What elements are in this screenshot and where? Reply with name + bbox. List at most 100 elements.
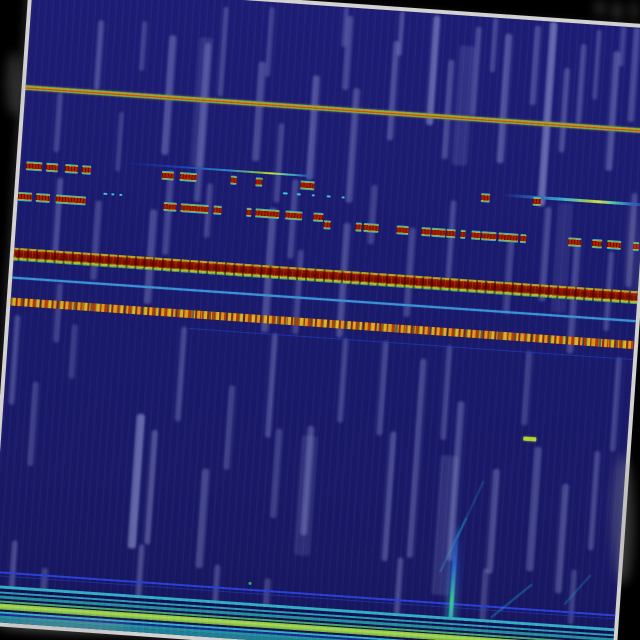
noise-streak (270, 428, 283, 519)
noise-streak (264, 6, 275, 78)
noise-streak (496, 33, 513, 164)
photo-gray-smudge (612, 455, 634, 585)
signal-burst (103, 192, 108, 195)
signal-burst (355, 222, 362, 232)
noise-streak (68, 323, 79, 380)
signal-burst (179, 172, 198, 183)
photo-gray-smudge (596, 0, 604, 16)
noise-streak (489, 17, 499, 73)
noise-streak (162, 170, 175, 256)
signal-burst (255, 208, 280, 220)
noise-streak (52, 282, 64, 343)
signal-burst (532, 196, 542, 207)
green-dash-line (523, 436, 537, 442)
noise-streak (336, 337, 349, 423)
noise-streak (592, 29, 602, 100)
noise-streak (406, 358, 427, 559)
photo-gray-smudge (630, 0, 638, 22)
noise-streak (138, 21, 148, 72)
noise-streak (381, 431, 397, 562)
signal-burst (284, 210, 303, 221)
signal-burst (312, 212, 324, 223)
signal-burst (471, 230, 481, 241)
noisy-carrier-band (5, 297, 640, 350)
photo-gray-smudge (628, 200, 640, 300)
signal-burst (460, 229, 466, 240)
noise-streak (367, 184, 378, 245)
signal-burst (213, 205, 222, 215)
signal-burst (230, 175, 237, 185)
noise-streak (90, 200, 102, 281)
noise-streak (8, 314, 21, 406)
signal-burst (25, 161, 43, 172)
noise-streak (345, 87, 361, 204)
noise-streak (575, 43, 587, 124)
noise-streak (445, 199, 457, 281)
noise-streak (174, 326, 188, 422)
noise-streak (627, 27, 640, 123)
photo-gray-smudge (612, 2, 622, 20)
noise-streak (609, 356, 623, 453)
signal-burst (323, 220, 332, 230)
noise-streak (526, 446, 542, 572)
noise-streak (587, 450, 601, 551)
signal-burst (17, 191, 33, 202)
noise-streak (605, 50, 621, 172)
interference-diagonal (456, 480, 485, 538)
signal-burst (481, 231, 497, 242)
photo-gray-smudge (6, 52, 22, 116)
noise-streak (396, 10, 405, 57)
signal-burst (567, 237, 582, 248)
noise-streak (521, 350, 533, 426)
noise-streak (305, 75, 321, 181)
green-dot-line (248, 581, 252, 585)
signal-burst (363, 222, 379, 233)
signal-burst (45, 162, 59, 173)
noise-streak (485, 468, 501, 574)
signal-burst (64, 163, 79, 174)
signal-burst (497, 232, 519, 243)
signal-burst (300, 180, 315, 191)
signal-burst (311, 194, 315, 197)
noise-streak (425, 15, 441, 126)
noise-streak (439, 345, 453, 441)
noise-streak (217, 6, 229, 97)
noise-streak (127, 413, 146, 549)
noise-streak (537, 21, 558, 207)
signal-burst (111, 193, 115, 196)
photo-gray-smudge (0, 618, 130, 634)
noise-streak (273, 122, 285, 203)
noise-streak (529, 25, 542, 106)
signal-burst (180, 203, 209, 215)
signal-burst (163, 201, 177, 212)
signal-burst (81, 165, 92, 175)
signal-burst (119, 193, 123, 197)
noise-streak (27, 381, 40, 467)
noise-streak (251, 61, 266, 162)
signal-burst (161, 170, 175, 181)
noise-streak (558, 67, 571, 153)
signal-burst (480, 193, 491, 203)
interference-diagonal (563, 574, 592, 606)
noise-streak (618, 26, 627, 67)
signal-burst (282, 192, 288, 195)
signal-burst (255, 177, 263, 187)
signal-burst (431, 227, 446, 238)
signal-burst (341, 196, 345, 199)
signal-burst (606, 239, 622, 250)
signal-burst (35, 193, 51, 203)
signal-burst (326, 195, 331, 198)
noise-streak (376, 340, 389, 436)
noise-streak (195, 468, 210, 569)
signal-burst (246, 207, 252, 218)
noise-streak (264, 332, 279, 438)
noise-streak (554, 483, 570, 594)
signal-burst (396, 225, 409, 236)
signal-burst (421, 226, 431, 237)
signal-burst (519, 233, 527, 244)
signal-burst (446, 228, 456, 239)
noise-streak (93, 19, 105, 91)
